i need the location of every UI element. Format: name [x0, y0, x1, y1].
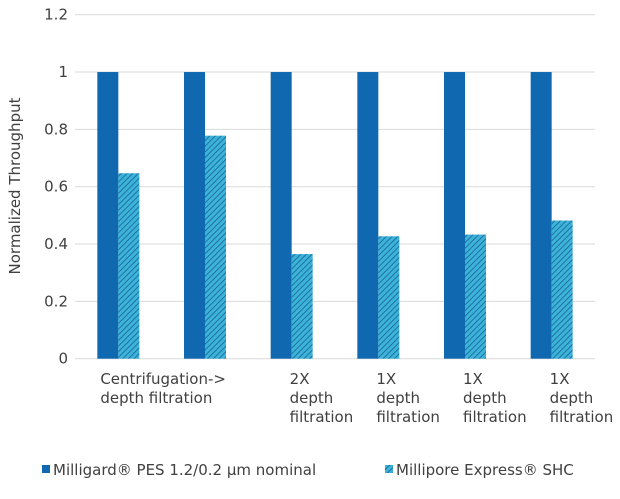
- bar-milligard: [444, 72, 465, 359]
- x-tick-label: 2X: [290, 370, 310, 388]
- y-tick-label: 1: [58, 63, 68, 81]
- bar-milligard: [97, 72, 119, 359]
- y-tick-label: 0.8: [44, 120, 68, 138]
- x-tick-label: filtration: [550, 408, 614, 426]
- bar-millipore-express: [205, 135, 226, 359]
- y-tick-label: 1.2: [44, 6, 68, 24]
- x-tick-label: depth: [290, 389, 334, 407]
- bar-millipore-express: [291, 254, 313, 359]
- bar-millipore-express: [378, 236, 400, 359]
- y-tick-label: 0.6: [44, 178, 68, 196]
- x-tick-label: 1X: [376, 370, 396, 388]
- y-tick-label: 0: [58, 350, 68, 368]
- x-tick-label: 1X: [463, 370, 483, 388]
- x-tick-label: filtration: [463, 408, 527, 426]
- bar-milligard: [530, 72, 552, 359]
- x-tick-label: 1X: [550, 370, 570, 388]
- bar-millipore-express: [118, 173, 140, 359]
- bar-millipore-express: [551, 220, 573, 359]
- y-tick-label: 0.4: [44, 235, 68, 253]
- x-tick-label: filtration: [376, 408, 440, 426]
- x-tick-label: filtration: [290, 408, 354, 426]
- bar-milligard: [184, 72, 205, 359]
- x-tick-label: depth: [550, 389, 594, 407]
- y-axis-label: Normalized Throughput: [6, 97, 24, 274]
- x-tick-label: depth filtration: [100, 389, 212, 407]
- y-tick-label: 0.2: [44, 292, 68, 310]
- legend-swatch: [42, 465, 50, 473]
- bar-millipore-express: [465, 234, 486, 359]
- legend-label: Milligard® PES 1.2/0.2 µm nominal: [53, 461, 316, 479]
- legend-swatch: [385, 465, 393, 473]
- x-tick-label: Centrifugation->: [100, 370, 226, 388]
- bar-milligard: [270, 72, 292, 359]
- x-tick-label: depth: [463, 389, 507, 407]
- x-tick-label: depth: [376, 389, 420, 407]
- bar-milligard: [357, 72, 379, 359]
- legend-label: Millipore Express® SHC: [396, 461, 574, 479]
